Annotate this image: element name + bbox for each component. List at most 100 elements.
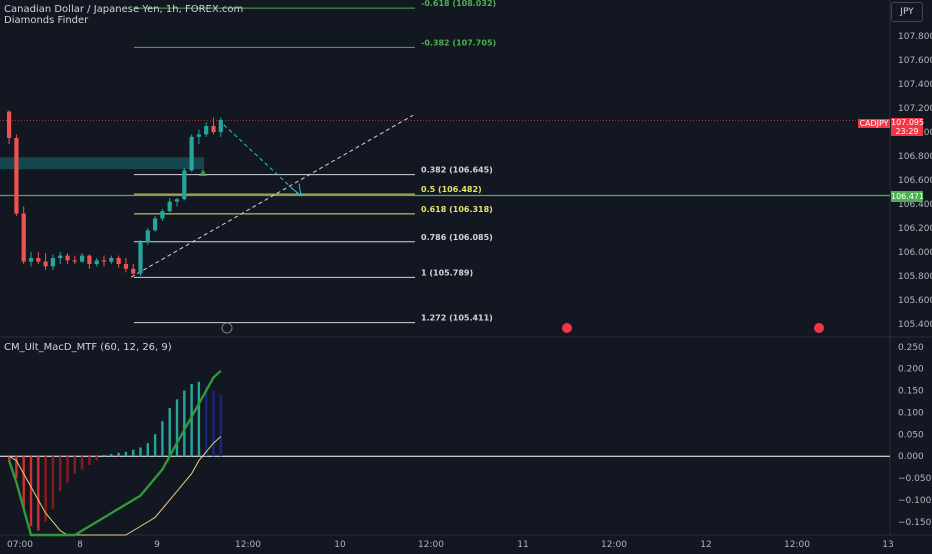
candle-body	[43, 261, 48, 267]
projection-line	[218, 119, 301, 196]
candle-body	[72, 260, 77, 262]
macd-histogram-bar	[168, 408, 171, 457]
macd-tick-label: 0.100	[898, 408, 924, 418]
macd-histogram-bar	[37, 456, 40, 531]
macd-histogram-bar	[80, 456, 84, 470]
price-tick-label: 106.400	[898, 200, 932, 210]
candle-body	[189, 136, 194, 171]
candle-body	[28, 258, 34, 262]
candle-body	[65, 255, 70, 261]
macd-histogram-bar	[29, 456, 33, 527]
projection-arrowhead	[291, 183, 302, 197]
candle-body	[109, 258, 114, 262]
time-tick-label: 8	[77, 540, 83, 550]
price-tick-label: 107.800	[898, 32, 932, 42]
candle-body	[167, 201, 172, 212]
macd-indicator-title: CM_Ult_MacD_MTF (60, 12, 26, 9)	[4, 342, 172, 353]
price-tick-label: 105.800	[898, 272, 932, 282]
candle-body	[7, 111, 12, 138]
time-tick-label: 13	[882, 540, 893, 550]
time-tick-label: 12:00	[601, 540, 627, 550]
event-icon-japan-flag	[814, 323, 824, 333]
time-tick-label: 11	[517, 540, 528, 550]
price-tick-label: 106.800	[898, 152, 932, 162]
candle-body	[21, 213, 26, 262]
price-tick-label: 107.200	[898, 104, 932, 114]
candle-body	[174, 199, 180, 202]
macd-histogram-bar	[59, 456, 62, 492]
candle-body	[153, 218, 158, 231]
time-tick-label: 07:00	[7, 540, 33, 550]
macd-histogram-bar	[95, 456, 98, 461]
macd-tick-label: 0.000	[898, 452, 924, 462]
time-tick-label: 9	[154, 540, 160, 550]
fib-level-label: 1 (105.789)	[421, 268, 473, 277]
price-tick-label: 106.600	[898, 176, 932, 186]
macd-histogram-bar	[66, 456, 69, 483]
candle-body	[196, 134, 201, 137]
macd-histogram-bar	[190, 383, 193, 457]
candle-body	[80, 255, 85, 262]
candle-body	[182, 170, 187, 200]
time-tick-label: 12:00	[235, 540, 261, 550]
macd-histogram-bar	[161, 421, 164, 457]
macd-histogram-bar	[110, 454, 113, 457]
candle-body	[101, 260, 107, 262]
macd-tick-label: 0.050	[898, 430, 924, 440]
fib-level-label: -0.382 (107.705)	[421, 38, 496, 47]
macd-histogram-bar	[15, 456, 18, 479]
horizontal-line-price-tag: 106.471	[891, 191, 925, 202]
fib-level-label: 1.272 (105.411)	[421, 314, 493, 323]
macd-histogram-bar	[102, 454, 106, 457]
time-tick-label: 12	[700, 540, 711, 550]
macd-histogram-bar	[219, 394, 222, 457]
event-icon-canada-flag	[562, 323, 572, 333]
price-tick-label: 106.000	[898, 248, 932, 258]
macd-histogram-bar	[7, 456, 11, 461]
macd-histogram-bar	[124, 451, 128, 457]
candle-body	[58, 255, 63, 258]
time-tick-label: 12:00	[784, 540, 810, 550]
indicator-title: Diamonds Finder	[4, 15, 89, 26]
candle-body	[218, 120, 223, 132]
macd-histogram-bar	[88, 456, 91, 465]
candle-body	[123, 264, 128, 269]
currency-button[interactable]: JPY	[891, 2, 923, 22]
macd-histogram-bar	[183, 390, 186, 457]
event-icon-lightning	[221, 322, 233, 334]
price-tick-label: 107.400	[898, 80, 932, 90]
diamond-signal-marker	[199, 169, 207, 176]
candle-body	[94, 260, 99, 264]
candle-body	[50, 258, 55, 267]
price-tag-value: 107.095	[891, 118, 925, 127]
price-tag-symbol: CADJPY	[858, 119, 890, 128]
candle-body	[160, 211, 165, 219]
macd-histogram-bar	[139, 447, 142, 457]
macd-histogram-bar	[22, 456, 25, 509]
macd-histogram-bar	[117, 452, 120, 457]
macd-tick-label: 0.250	[898, 343, 924, 353]
macd-histogram-bar	[73, 456, 76, 474]
macd-histogram-bar	[132, 449, 135, 457]
candle-body	[138, 242, 143, 274]
price-tag: 107.095 23:29	[891, 118, 925, 136]
macd-tick-label: 0.150	[898, 387, 924, 397]
candle-body	[87, 255, 92, 264]
candle-body	[131, 268, 136, 274]
macd-histogram-bar	[153, 434, 157, 457]
time-tick-label: 10	[334, 540, 346, 550]
candle-body	[36, 258, 41, 262]
candle-body	[145, 230, 150, 243]
macd-tick-label: −0.050	[898, 474, 932, 484]
candle-body	[116, 258, 121, 264]
fib-level-label: 0.382 (106.645)	[421, 166, 493, 175]
macd-tick-label: −0.150	[898, 518, 932, 528]
macd-histogram-bar	[197, 381, 201, 457]
trend-line	[130, 114, 414, 278]
fib-level-label: 0.618 (106.318)	[421, 205, 493, 214]
price-tag-countdown: 23:29	[895, 127, 919, 136]
macd-histogram-bar	[205, 386, 208, 457]
macd-signal-line	[8, 436, 222, 536]
